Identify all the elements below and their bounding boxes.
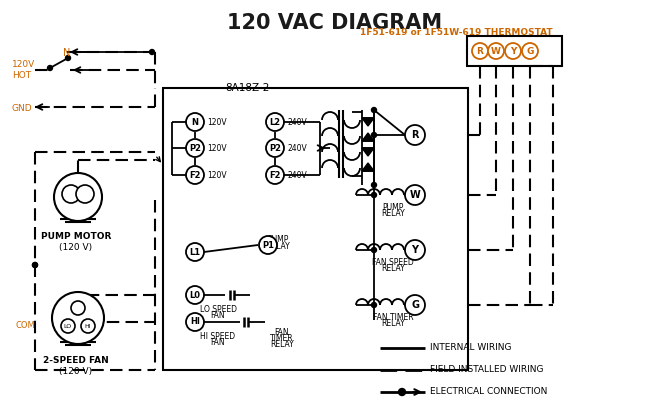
Text: RELAY: RELAY [381,209,405,218]
Text: FAN: FAN [210,338,225,347]
Text: PUMP: PUMP [383,203,404,212]
Circle shape [186,139,204,157]
Text: HI: HI [84,323,91,328]
Text: 2-SPEED FAN: 2-SPEED FAN [43,356,109,365]
Text: ELECTRICAL CONNECTION: ELECTRICAL CONNECTION [430,388,547,396]
Text: PUMP: PUMP [267,235,289,244]
Circle shape [405,240,425,260]
Text: FAN: FAN [275,328,289,337]
Text: 240V: 240V [287,171,307,179]
Text: HOT: HOT [12,71,31,80]
Text: FIELD INSTALLED WIRING: FIELD INSTALLED WIRING [430,365,543,375]
Polygon shape [362,133,374,141]
Circle shape [266,139,284,157]
Text: W: W [409,190,420,200]
Circle shape [186,113,204,131]
Text: INTERNAL WIRING: INTERNAL WIRING [430,344,511,352]
Text: PUMP MOTOR: PUMP MOTOR [41,232,111,241]
Circle shape [186,166,204,184]
Circle shape [33,262,38,267]
Circle shape [76,185,94,203]
Text: FAN SPEED: FAN SPEED [372,258,414,267]
Text: GND: GND [12,104,33,113]
Text: HI SPEED: HI SPEED [200,332,236,341]
Text: R: R [411,130,419,140]
Text: 120V: 120V [207,171,226,179]
Text: TIMER: TIMER [270,334,294,343]
Polygon shape [362,163,374,171]
Text: 120V: 120V [207,117,226,127]
Circle shape [186,243,204,261]
Circle shape [371,132,377,137]
Circle shape [505,43,521,59]
Circle shape [61,319,75,333]
Text: 1F51-619 or 1F51W-619 THERMOSTAT: 1F51-619 or 1F51W-619 THERMOSTAT [360,28,553,37]
Text: RELAY: RELAY [381,264,405,273]
Circle shape [52,292,104,344]
Circle shape [405,185,425,205]
Text: P2: P2 [189,143,201,153]
Circle shape [472,43,488,59]
Circle shape [33,262,38,267]
Text: F2: F2 [269,171,281,179]
Circle shape [149,49,155,54]
Text: L1: L1 [190,248,200,256]
Text: (120 V): (120 V) [60,243,92,252]
Circle shape [371,303,377,308]
Text: P2: P2 [269,143,281,153]
Text: RELAY: RELAY [381,319,405,328]
Circle shape [266,166,284,184]
Circle shape [266,113,284,131]
Circle shape [488,43,504,59]
Text: G: G [527,47,534,55]
Text: FAN: FAN [210,311,225,320]
Circle shape [371,248,377,253]
Text: LO: LO [64,323,72,328]
Text: L0: L0 [190,290,200,300]
Text: 120V: 120V [12,60,36,69]
Circle shape [399,388,405,396]
Circle shape [371,192,377,197]
Text: N: N [63,48,71,58]
Polygon shape [362,148,374,156]
Text: 8A18Z-2: 8A18Z-2 [225,83,269,93]
Text: 120V: 120V [207,143,226,153]
Circle shape [81,319,95,333]
Circle shape [62,185,80,203]
Circle shape [71,301,85,315]
Text: L2: L2 [269,117,281,127]
Circle shape [522,43,538,59]
Text: N: N [192,117,198,127]
Text: G: G [411,300,419,310]
Polygon shape [362,118,374,126]
Circle shape [259,236,277,254]
Text: COM: COM [15,321,35,331]
Text: 120 VAC DIAGRAM: 120 VAC DIAGRAM [227,13,443,33]
Text: W: W [491,47,501,55]
Circle shape [371,183,377,187]
Text: 240V: 240V [287,117,307,127]
Text: Y: Y [510,47,516,55]
Text: 240V: 240V [287,143,307,153]
Text: (120 V): (120 V) [60,367,92,376]
Circle shape [54,173,102,221]
Text: P1: P1 [262,241,274,249]
Circle shape [186,313,204,331]
Circle shape [186,286,204,304]
Bar [467,36,562,66]
Text: HI: HI [190,318,200,326]
Text: R: R [476,47,484,55]
Text: F2: F2 [189,171,201,179]
Circle shape [405,125,425,145]
Text: RELAY: RELAY [266,242,290,251]
Circle shape [371,108,377,112]
Text: LO SPEED: LO SPEED [200,305,237,314]
Text: RELAY: RELAY [270,340,294,349]
Circle shape [48,65,52,70]
Circle shape [66,55,70,60]
Bar [163,88,468,370]
Text: Y: Y [411,245,419,255]
Circle shape [405,295,425,315]
Text: FAN TIMER: FAN TIMER [373,313,413,322]
